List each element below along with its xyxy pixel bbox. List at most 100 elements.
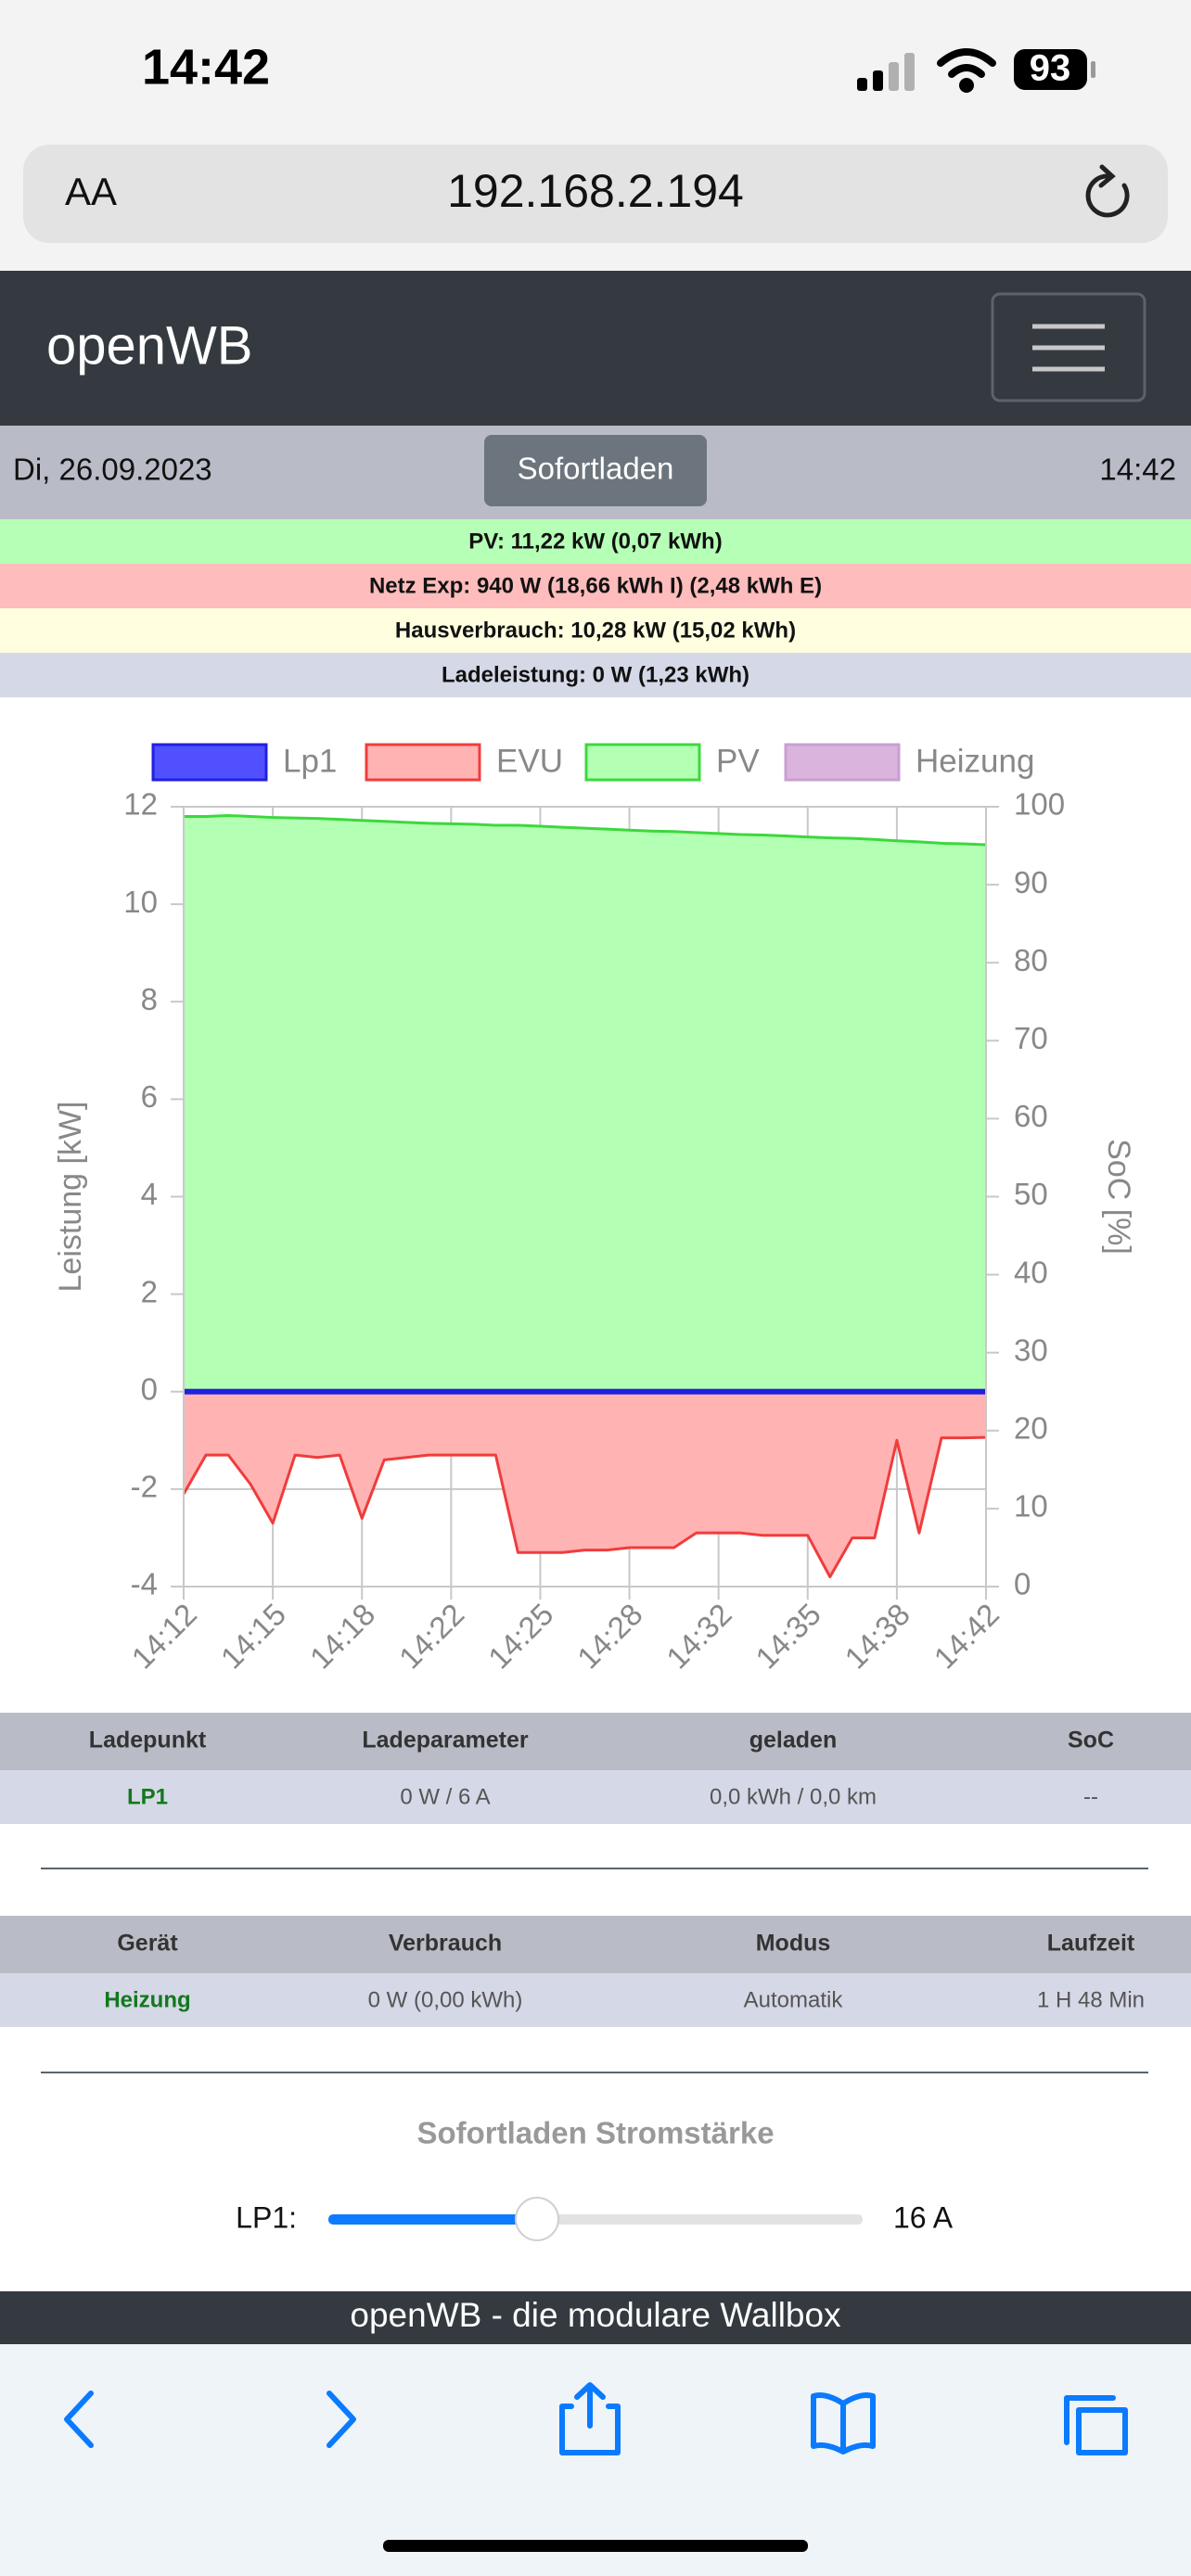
slider-value: 16 A xyxy=(893,2200,954,2234)
y-tick-label: 8 xyxy=(141,982,158,1016)
tables: Ladepunkt Ladeparameter geladen SoC LP1 0 W /… xyxy=(0,1713,1191,2027)
x-tick-label: 14:35 xyxy=(749,1597,827,1676)
x-tick-label: 14:42 xyxy=(928,1597,1006,1676)
table-header-cell: Verbrauch xyxy=(389,1931,502,1957)
y2-tick-label: 70 xyxy=(1014,1021,1048,1055)
area xyxy=(184,815,986,1392)
table-cell: 0 W / 6 A xyxy=(400,1784,490,1809)
sofortladen-label[interactable]: Sofortladen xyxy=(518,452,674,486)
sofortladen-button[interactable] xyxy=(484,435,707,506)
y2-tick-label: 10 xyxy=(1014,1489,1048,1524)
back-button[interactable] xyxy=(64,2391,94,2448)
table-header-cell: geladen xyxy=(749,1728,837,1753)
y2-tick-label: 80 xyxy=(1014,943,1048,977)
grid-row xyxy=(0,564,1191,608)
brand[interactable]: openWB xyxy=(46,315,252,376)
browser-toolbar xyxy=(0,2344,1191,2576)
line xyxy=(182,1435,987,1578)
y-axis-label: Leistung [kW] xyxy=(53,1102,88,1293)
legend-swatch xyxy=(151,743,268,782)
wifi-icon xyxy=(937,48,996,93)
chart: Lp1 EVU PV Heizung -4 -2 0 2 4 6 8 10 12 0 10 20 30 40 50 6… xyxy=(53,743,1136,1675)
table-cell: 1 H 48 Min xyxy=(1037,1987,1145,2012)
y2-axis-label: SoC [%] xyxy=(1101,1139,1136,1255)
battery-level: 93 xyxy=(1030,48,1071,89)
slider-thumb[interactable] xyxy=(515,2197,559,2241)
x-tick-label: 14:25 xyxy=(481,1597,560,1676)
battery-icon xyxy=(1014,49,1087,90)
table-cell: 0 W (0,00 kWh) xyxy=(368,1987,523,2012)
text-size-button[interactable]: AA xyxy=(65,170,117,213)
toolbar-icons xyxy=(64,2382,1128,2455)
y-tick-label: 10 xyxy=(123,885,158,919)
y-tick-label: -4 xyxy=(131,1567,158,1601)
table-cell: Automatik xyxy=(744,1987,844,2012)
x-tick-label: 14:22 xyxy=(392,1597,471,1676)
table-header-cell: Ladeparameter xyxy=(362,1728,529,1753)
legend-swatch xyxy=(784,743,901,782)
slider-fill xyxy=(328,2214,537,2225)
y2-tick-label: 40 xyxy=(1014,1255,1048,1289)
info-text: Netz Exp: 940 W (18,66 kWh I) (2,48 kWh … xyxy=(369,573,822,598)
table-row xyxy=(0,1973,1191,2027)
y-tick-label: 0 xyxy=(141,1371,158,1406)
time: 14:42 xyxy=(1099,453,1176,487)
url-bar[interactable] xyxy=(23,145,1168,243)
x-tick-label: 14:15 xyxy=(214,1597,293,1676)
pv-row xyxy=(0,519,1191,564)
x-tick-label: 14:38 xyxy=(838,1597,916,1676)
signal-icon xyxy=(857,53,915,91)
table-header-cell: SoC xyxy=(1068,1728,1114,1753)
tabs-button[interactable] xyxy=(1064,2395,1128,2455)
bookmarks-button[interactable] xyxy=(811,2392,876,2455)
y-tick-label: -2 xyxy=(131,1470,158,1504)
table-cell: Heizung xyxy=(104,1987,190,2012)
table-header-cell: Gerät xyxy=(117,1931,178,1957)
url[interactable]: 192.168.2.194 xyxy=(447,165,744,217)
share-button[interactable] xyxy=(559,2382,621,2455)
legend-label: Heizung xyxy=(916,743,1034,779)
reload-icon[interactable] xyxy=(1085,164,1130,218)
y-tick-label: 6 xyxy=(141,1079,158,1114)
table-header xyxy=(0,1713,1191,1770)
legend-label: Lp1 xyxy=(283,743,337,779)
house-row xyxy=(0,608,1191,653)
y-tick-label: 4 xyxy=(141,1177,158,1211)
y2-tick-label: 90 xyxy=(1014,865,1048,899)
legend-swatch xyxy=(584,743,701,782)
y2-tick-label: 20 xyxy=(1014,1411,1048,1446)
x-tick-label: 14:28 xyxy=(570,1597,649,1676)
table-header-cell: Laufzeit xyxy=(1047,1931,1135,1957)
y2-tick-label: 60 xyxy=(1014,1099,1048,1133)
date: Di, 26.09.2023 xyxy=(13,453,212,487)
y2-tick-label: 30 xyxy=(1014,1333,1048,1367)
y-tick-label: 2 xyxy=(141,1274,158,1308)
home-indicator xyxy=(383,2540,808,2552)
forward-button[interactable] xyxy=(327,2391,356,2448)
y-tick-label: 12 xyxy=(123,787,158,822)
menu-icon xyxy=(1032,324,1105,372)
table-cell: -- xyxy=(1083,1784,1098,1809)
table-cell: 0,0 kWh / 0,0 km xyxy=(710,1784,877,1809)
table-header xyxy=(0,1916,1191,1973)
y2-tick-label: 100 xyxy=(1014,787,1065,822)
battery-tip xyxy=(1091,61,1095,78)
slider-label: LP1: xyxy=(236,2200,297,2234)
info-text: Ladeleistung: 0 W (1,23 kWh) xyxy=(442,662,749,687)
status-time: 14:42 xyxy=(142,39,270,95)
menu-button[interactable] xyxy=(991,292,1146,402)
table-header-cell: Modus xyxy=(756,1931,831,1957)
table-row xyxy=(0,1770,1191,1824)
legend-label: EVU xyxy=(496,743,563,779)
info-text: PV: 11,22 kW (0,07 kWh) xyxy=(468,529,722,554)
footer xyxy=(0,2291,1191,2344)
info-text: Hausverbrauch: 10,28 kW (15,02 kWh) xyxy=(395,618,796,643)
x-tick-label: 14:32 xyxy=(660,1597,738,1676)
x-tick-label: 14:12 xyxy=(125,1597,204,1676)
x-tick-label: 14:18 xyxy=(303,1597,382,1676)
legend-swatch xyxy=(365,743,481,782)
y2-tick-label: 0 xyxy=(1014,1567,1031,1601)
line xyxy=(184,813,987,847)
